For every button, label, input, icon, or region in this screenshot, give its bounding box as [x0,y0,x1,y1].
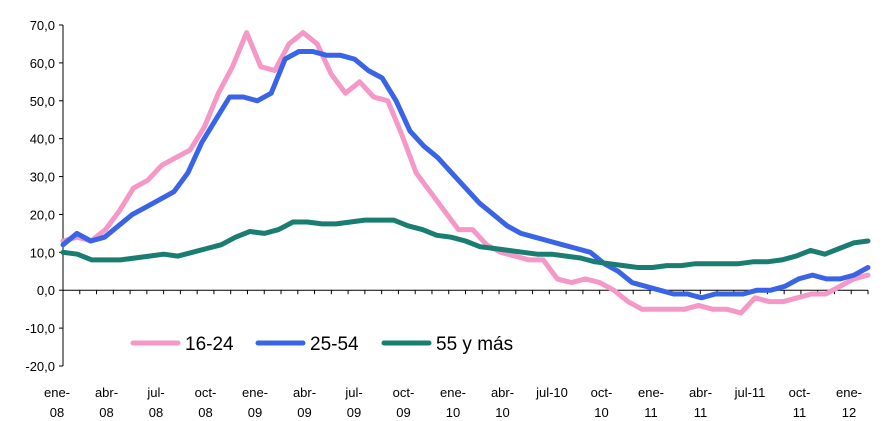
x-tick-label: 11 [644,405,658,420]
x-tick-label: jul-10 [535,385,568,400]
y-tick-label: 40,0 [30,132,55,147]
x-tick-label: jul- [344,385,362,400]
x-tick-label: 08 [149,405,163,420]
x-tick-label: 12 [842,405,856,420]
legend: 16-24 25-54 55 y más [130,334,513,355]
x-tick-label: 10 [495,405,509,420]
x-tick-label: 11 [694,405,708,420]
x-tick-label: 09 [248,405,262,420]
x-tick-label: 11 [793,405,807,420]
series-line-2 [60,217,871,270]
x-tick-label: 08 [198,405,212,420]
x-tick-label: 10 [446,405,460,420]
legend-label-2: 55 y más [436,334,513,355]
x-tick-label: oct- [195,385,217,400]
x-tick-label: abr- [689,385,712,400]
x-tick-label: jul-11 [734,385,766,400]
x-tick-label: 08 [50,405,64,420]
x-tick-label: oct- [393,385,415,400]
axes: 70,0 60,0 50,0 40,0 30,0 20,0 10,0 0,0 -10,0 -20,… [25,18,869,420]
x-tick-label: abr- [95,385,118,400]
y-tick-label: 60,0 [30,56,55,71]
x-tick-label: 09 [347,405,361,420]
x-tick-label: ene- [440,385,466,400]
x-tick-label: ene- [242,385,268,400]
x-tick-label: 09 [396,405,410,420]
y-tick-label: 10,0 [30,245,55,260]
x-tick-label: oct- [789,385,811,400]
legend-label-1: 25-54 [310,334,359,355]
x-tick-label: ene- [836,385,862,400]
x-tick-label: oct- [591,385,613,400]
y-tick-label: -20,0 [25,359,55,374]
x-tick-label: ene- [44,385,70,400]
series-line-0 [60,30,871,316]
y-tick-label: 0,0 [37,283,55,298]
y-tick-label: 70,0 [30,18,55,33]
x-tick-label: 10 [594,405,608,420]
y-tick-label: -10,0 [25,321,55,336]
y-tick-label: 20,0 [30,207,55,222]
series-layer [60,30,871,316]
x-tick-label: 09 [297,405,311,420]
x-tick-label: abr- [491,385,514,400]
x-tick-label: abr- [293,385,316,400]
y-tick-label: 50,0 [30,94,55,109]
x-tick-label: ene- [638,385,664,400]
x-tick-label: jul- [146,385,164,400]
series-line-1 [60,49,871,301]
legend-label-0: 16-24 [185,334,234,355]
x-tick-label: 08 [99,405,113,420]
y-tick-label: 30,0 [30,170,55,185]
